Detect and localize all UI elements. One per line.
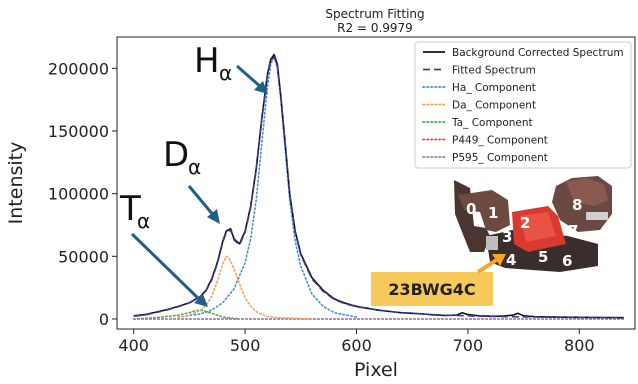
x-axis-label: Pixel: [354, 359, 398, 381]
h-alpha-subscript: α: [219, 61, 232, 85]
y-tick-label: 200000: [48, 59, 109, 78]
t-alpha-label: T: [119, 189, 141, 229]
legend-label: P595_ Component: [452, 152, 548, 164]
sample-badge-background: [371, 272, 493, 306]
y-tick-label: 0: [99, 310, 109, 329]
y-axis-label: Intensity: [5, 142, 27, 225]
x-axis-ticks: 400 500 600 700 800: [118, 329, 595, 355]
h-alpha-arrow: [236, 64, 263, 90]
h-alpha-arrowhead: [254, 81, 268, 94]
d-alpha-arrowhead: [207, 209, 220, 224]
x-tick-label: 500: [230, 336, 261, 355]
legend-label: Ta_ Component: [451, 117, 533, 129]
inset-right-head: [566, 178, 608, 206]
y-tick-label: 100000: [48, 185, 109, 204]
legend-label: P449_ Component: [452, 135, 548, 147]
x-tick-label: 400: [118, 336, 149, 355]
series-line-fitted-spectrum: [133, 56, 624, 319]
sample-badge: 23BWG4C: [371, 254, 506, 306]
legend-label: Da_ Component: [452, 100, 536, 112]
inset-number-2: 2: [520, 214, 530, 232]
chart-subtitle: R2 = 0.9979: [337, 21, 413, 35]
d-alpha-annotation: D α: [163, 135, 220, 224]
inset-red-dots: [520, 212, 556, 242]
series-line-ha-component: [177, 54, 358, 318]
series-line-da-component: [177, 255, 313, 320]
d-alpha-arrow: [187, 185, 216, 217]
inset-number-5: 5: [538, 248, 548, 266]
d-alpha-subscript: α: [188, 155, 201, 179]
t-alpha-subscript: α: [137, 209, 150, 233]
h-alpha-annotation: H α: [194, 41, 268, 94]
x-tick-label: 700: [453, 336, 484, 355]
plot-frame: [116, 36, 636, 330]
inset-number-8: 8: [572, 196, 582, 214]
inset-left-stripe: [486, 236, 498, 250]
legend-label: Background Corrected Spectrum: [452, 47, 624, 59]
inset-number-3: 3: [502, 228, 512, 246]
x-tick-label: 800: [564, 336, 595, 355]
inset-number-6: 6: [562, 252, 572, 270]
t-alpha-arrow: [130, 232, 202, 302]
legend-label: Ha_ Component: [452, 82, 536, 94]
h-alpha-label: H: [194, 41, 220, 81]
inset-number-1: 1: [488, 204, 498, 222]
inset-left-block: [458, 190, 510, 232]
t-alpha-arrowhead: [194, 294, 208, 307]
badge-arrowhead: [492, 254, 506, 266]
legend-label: Fitted Spectrum: [452, 65, 536, 77]
inset-right-stripe: [586, 212, 608, 220]
t-alpha-annotation: T α: [119, 189, 208, 307]
y-tick-label: 50000: [58, 247, 109, 266]
inset-number-0: 0: [466, 200, 476, 218]
x-tick-label: 600: [341, 336, 372, 355]
y-axis-ticks: 0 50000 100000 150000 200000: [48, 59, 117, 329]
inset-number-7: 7: [568, 222, 578, 240]
series-line-ta-component: [132, 309, 241, 320]
sample-badge-label: 23BWG4C: [388, 280, 475, 299]
d-alpha-label: D: [163, 135, 189, 175]
inset-robot-image: 0 1 2 3 4 5 6 7 8: [452, 176, 612, 280]
y-tick-label: 150000: [48, 122, 109, 141]
legend: Background Corrected Spectrum Fitted Spec…: [414, 41, 632, 169]
chart-title: Spectrum Fitting: [325, 7, 424, 21]
legend-box: [414, 41, 632, 169]
series-lines: [132, 53, 625, 320]
inset-number-4: 4: [506, 251, 516, 269]
badge-arrow: [476, 257, 500, 274]
